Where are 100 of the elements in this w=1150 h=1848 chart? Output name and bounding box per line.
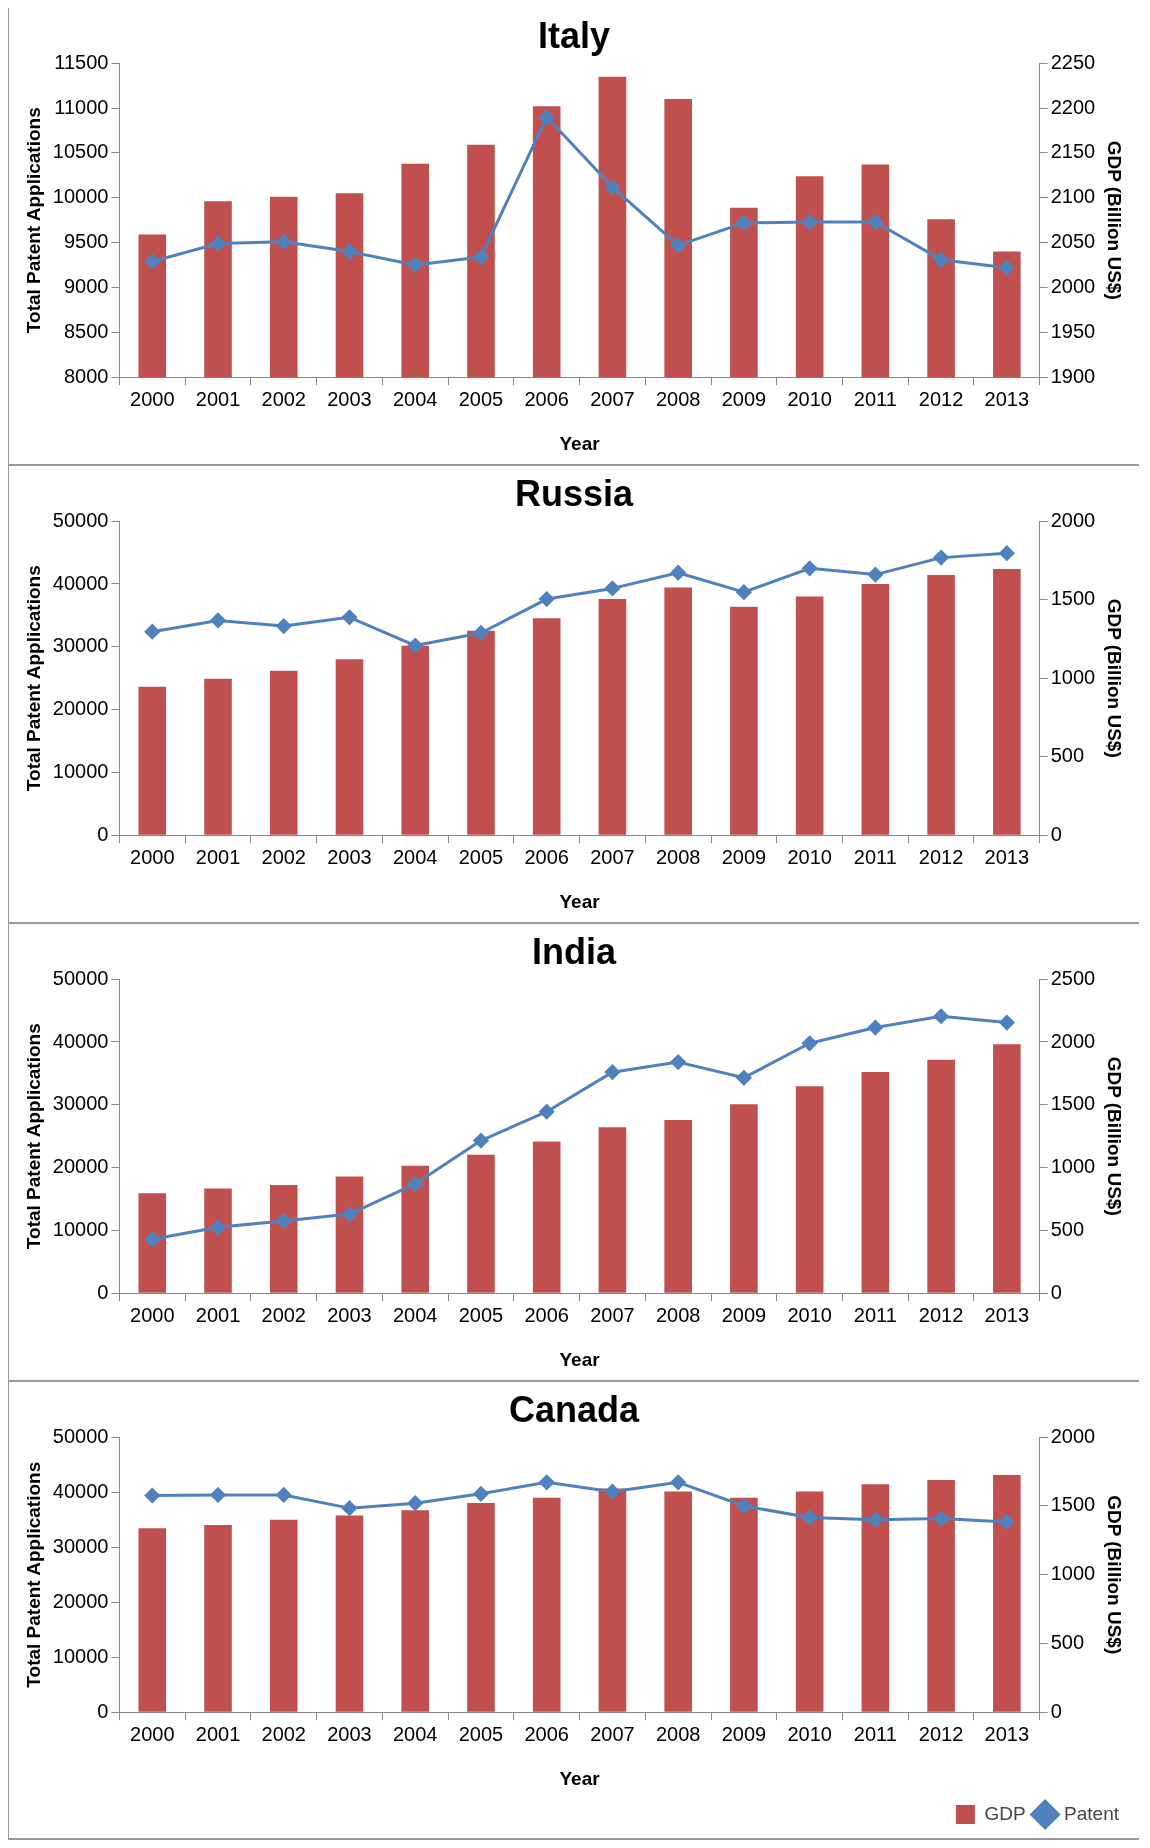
x-tick-label: 2013 <box>984 845 1030 868</box>
y2-tick-label: 0 <box>1050 1699 1062 1722</box>
x-tick-label: 2010 <box>787 1722 832 1745</box>
y-tick-label: 50000 <box>52 966 109 989</box>
x-axis-title: Year <box>559 1348 601 1370</box>
y-tick-label: 10000 <box>52 185 109 208</box>
x-tick-label: 2003 <box>327 1303 372 1326</box>
legend-label: Patent <box>1064 1802 1120 1824</box>
chart-title: Canada <box>508 1388 640 1430</box>
x-tick-label: 2012 <box>918 1303 964 1326</box>
y2-tick-label: 1900 <box>1050 364 1096 387</box>
y-axis-title: Total Patent Applications <box>22 107 44 334</box>
x-tick-label: 2011 <box>853 1722 897 1745</box>
x-tick-label: 2007 <box>590 387 635 410</box>
y2-tick-label: 2150 <box>1050 140 1096 163</box>
x-tick-label: 2005 <box>458 1303 504 1326</box>
y2-tick-label: 0 <box>1050 1280 1062 1303</box>
y-tick-label: 8000 <box>63 364 109 387</box>
y-tick-label: 10000 <box>52 759 109 782</box>
x-tick-label: 2004 <box>392 845 438 868</box>
y-tick-label: 50000 <box>52 508 109 531</box>
x-tick-label: 2010 <box>787 1303 832 1326</box>
x-tick-label: 2002 <box>261 1303 306 1326</box>
x-tick-label: 2000 <box>130 1303 175 1326</box>
x-tick-label: 2010 <box>787 387 832 410</box>
y2-tick-label: 500 <box>1050 744 1085 767</box>
x-tick-label: 2007 <box>590 1722 635 1745</box>
y2-tick-label: 0 <box>1050 822 1062 845</box>
x-tick-label: 2000 <box>130 845 175 868</box>
y2-tick-label: 1950 <box>1050 319 1096 342</box>
y2-tick-label: 1000 <box>1050 1155 1096 1178</box>
y-tick-label: 20000 <box>52 1155 109 1178</box>
y-tick-label: 30000 <box>52 1534 109 1557</box>
x-tick-label: 2006 <box>524 1303 569 1326</box>
y-axis-title: Total Patent Applications <box>22 1461 44 1688</box>
x-tick-label: 2003 <box>327 387 372 410</box>
x-tick-label: 2011 <box>853 845 897 868</box>
x-tick-label: 2008 <box>655 1722 701 1745</box>
y-tick-label: 40000 <box>52 1029 109 1052</box>
y2-tick-label: 2100 <box>1050 185 1096 208</box>
y2-tick-label: 2250 <box>1050 50 1096 73</box>
x-axis-title: Year <box>559 432 601 454</box>
x-tick-label: 2013 <box>984 1303 1030 1326</box>
y-tick-label: 11500 <box>54 50 109 73</box>
y-tick-label: 10000 <box>52 1217 109 1240</box>
y-tick-label: 10500 <box>52 140 109 163</box>
y-tick-label: 20000 <box>52 697 109 720</box>
chart-title: Italy <box>537 14 611 56</box>
x-tick-label: 2000 <box>130 387 175 410</box>
y-tick-label: 9000 <box>63 275 109 297</box>
y-tick-label: 50000 <box>52 1424 109 1447</box>
y-tick-label: 0 <box>97 822 109 845</box>
y2-tick-label: 2200 <box>1050 95 1096 118</box>
y-axis-title: Total Patent Applications <box>22 565 44 792</box>
x-tick-label: 2002 <box>261 1722 306 1745</box>
chart-title: India <box>531 930 617 972</box>
x-tick-label: 2003 <box>327 845 372 868</box>
x-tick-label: 2006 <box>524 1722 569 1745</box>
x-tick-label: 2012 <box>918 387 964 410</box>
x-tick-label: 2001 <box>195 1303 241 1326</box>
y2-tick-label: 1500 <box>1050 587 1096 610</box>
y-tick-label: 9500 <box>63 230 109 253</box>
x-tick-label: 2010 <box>787 845 832 868</box>
y2-tick-label: 2000 <box>1050 508 1096 531</box>
x-tick-label: 2007 <box>590 845 635 868</box>
y-tick-label: 10000 <box>52 1644 109 1667</box>
y-tick-label: 20000 <box>52 1589 109 1612</box>
x-tick-label: 2006 <box>524 387 569 410</box>
y-tick-label: 8500 <box>63 319 109 342</box>
y-tick-label: 0 <box>97 1280 109 1303</box>
x-tick-label: 2000 <box>130 1722 175 1745</box>
x-axis-title: Year <box>559 890 601 912</box>
x-tick-label: 2011 <box>853 1303 897 1326</box>
y2-tick-label: 1000 <box>1050 665 1096 688</box>
y-tick-label: 40000 <box>52 571 109 594</box>
y2-tick-label: 1000 <box>1050 1562 1096 1585</box>
x-tick-label: 2001 <box>195 387 241 410</box>
y2-axis-title: GDP (Billion US$) <box>1104 140 1126 300</box>
y2-tick-label: 2000 <box>1050 1424 1096 1447</box>
y2-tick-label: 1500 <box>1050 1493 1096 1516</box>
x-tick-label: 2004 <box>392 1303 438 1326</box>
y2-tick-label: 2000 <box>1050 275 1096 297</box>
x-tick-label: 2003 <box>327 1722 372 1745</box>
y2-axis-title: GDP (Billion US$) <box>1104 1495 1126 1655</box>
x-tick-label: 2009 <box>721 1303 767 1326</box>
y2-tick-label: 2000 <box>1050 1029 1096 1052</box>
x-tick-label: 2009 <box>721 845 767 868</box>
x-tick-label: 2008 <box>655 387 701 410</box>
y2-tick-label: 500 <box>1050 1217 1085 1240</box>
y-axis-title: Total Patent Applications <box>22 1023 44 1250</box>
x-tick-label: 2009 <box>721 387 767 410</box>
x-axis-title: Year <box>559 1767 601 1789</box>
y2-tick-label: 2050 <box>1050 230 1096 253</box>
x-tick-label: 2008 <box>655 845 701 868</box>
x-tick-label: 2004 <box>392 387 438 410</box>
y2-tick-label: 2500 <box>1050 966 1096 989</box>
y-tick-label: 11000 <box>54 95 109 118</box>
x-tick-label: 2005 <box>458 1722 504 1745</box>
y2-tick-label: 500 <box>1050 1630 1085 1653</box>
x-tick-label: 2002 <box>261 387 306 410</box>
